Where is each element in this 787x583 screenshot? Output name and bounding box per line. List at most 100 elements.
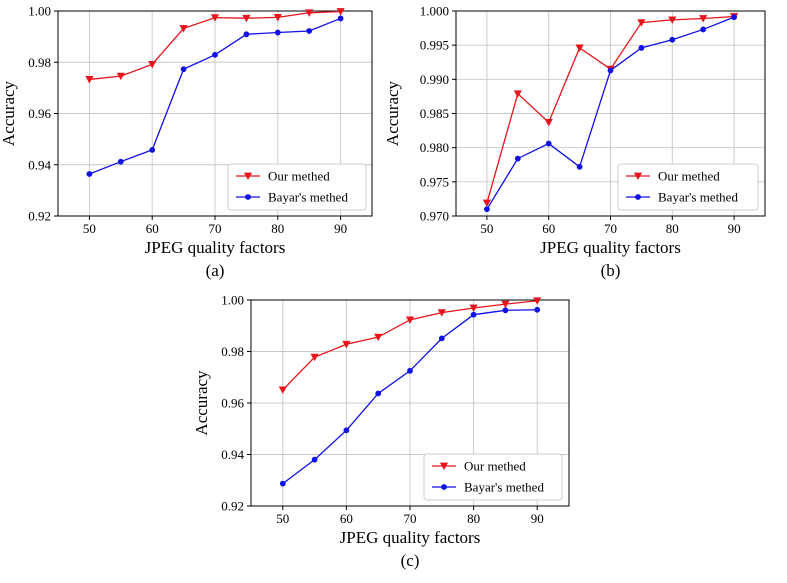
data-point (501, 300, 510, 309)
y-tick-label: 0.98 (28, 55, 51, 70)
x-tick-label: 50 (480, 221, 493, 236)
x-tick-label: 60 (146, 221, 159, 236)
data-point (343, 427, 350, 434)
legend-marker (439, 462, 449, 471)
legend-marker (635, 194, 641, 200)
y-tick-label: 0.94 (28, 157, 51, 172)
x-tick-label: 70 (209, 221, 222, 236)
data-point (638, 45, 645, 51)
y-tick-label: 0.970 (420, 209, 449, 224)
data-point (407, 367, 413, 374)
data-point (575, 44, 584, 52)
x-tick-label: 70 (604, 221, 617, 236)
data-point (86, 171, 93, 177)
x-tick-label: 90 (728, 221, 741, 236)
y-tick-label: 1.000 (420, 4, 449, 19)
data-point (576, 163, 583, 170)
y-tick-label: 0.94 (221, 447, 244, 462)
y-tick-label: 0.985 (420, 106, 449, 121)
data-point (545, 140, 552, 147)
data-point (336, 8, 345, 16)
y-tick-label: 0.980 (420, 140, 449, 155)
data-point (342, 340, 351, 349)
data-point (278, 386, 287, 394)
y-axis-label: Accuracy (383, 80, 402, 146)
data-point (305, 9, 314, 17)
panel-label: (a) (206, 261, 225, 280)
series-bayars-methed (483, 14, 737, 213)
data-point (274, 29, 281, 36)
legend-label: Our methed (464, 459, 526, 474)
x-tick-label: 50 (83, 221, 96, 236)
data-point (306, 28, 313, 34)
x-tick-label: 80 (666, 221, 679, 236)
y-tick-label: 0.995 (420, 38, 449, 53)
legend-label: Bayar's methed (268, 190, 348, 205)
legend-box (423, 453, 563, 501)
data-point (470, 311, 477, 318)
series-bayars-methed (86, 15, 344, 177)
legend-label: Our methed (268, 169, 330, 184)
data-point (731, 14, 737, 21)
data-point (469, 304, 478, 313)
data-point (637, 19, 646, 27)
x-tick-label: 50 (276, 511, 289, 526)
data-point (180, 66, 187, 73)
data-point (117, 158, 124, 165)
legend-box (617, 163, 759, 211)
data-point (310, 353, 319, 362)
data-point (544, 119, 553, 127)
x-axis-label: JPEG quality factors (145, 238, 286, 257)
data-point (607, 67, 614, 74)
y-tick-label: 0.98 (221, 344, 244, 359)
y-axis-label: Accuracy (192, 370, 211, 436)
x-tick-label: 60 (542, 221, 555, 236)
x-tick-label: 90 (531, 511, 544, 526)
data-point (513, 90, 522, 98)
legend-label: Our methed (658, 169, 720, 184)
y-axis-label: Accuracy (0, 80, 18, 146)
data-point (668, 16, 677, 24)
data-point (85, 76, 94, 84)
x-tick-label: 80 (467, 511, 480, 526)
chart-panel-a: 50 60 70 80 90 0.92 0.94 0.96 0.98 1.00 JPEG quali… (0, 4, 373, 280)
legend-marker (441, 484, 447, 490)
x-axis-label: JPEG quality factors (540, 238, 681, 257)
data-point (279, 480, 286, 487)
x-tick-label: 70 (404, 511, 417, 526)
data-point (212, 51, 218, 58)
data-point (374, 333, 383, 342)
data-point (242, 14, 251, 23)
x-tick-label: 60 (340, 511, 353, 526)
data-point (700, 26, 707, 33)
y-tick-label: 0.96 (221, 396, 244, 411)
data-point (405, 316, 415, 324)
chart-panel-c: 50 60 70 80 90 0.92 0.94 0.96 0.98 1.00 JPEG quali… (192, 293, 570, 570)
data-point (210, 14, 220, 22)
data-point (514, 155, 521, 162)
data-point (502, 307, 509, 314)
data-point (438, 335, 445, 342)
legend-marker (633, 172, 643, 181)
data-point (534, 306, 541, 313)
data-point (482, 199, 492, 208)
data-point (273, 14, 282, 22)
data-point (375, 390, 382, 397)
data-point (243, 31, 250, 38)
y-tick-label: 0.92 (28, 209, 51, 224)
legend: Our methed Bayar's methed (423, 453, 563, 501)
y-tick-label: 0.96 (28, 106, 51, 121)
x-tick-label: 80 (271, 221, 284, 236)
chart-panel-b: 50 60 70 80 90 0.970 0.975 0.980 0.985 0.990 0.995… (383, 4, 766, 280)
panel-label: (c) (401, 551, 420, 570)
data-point (311, 456, 318, 463)
legend-marker (243, 172, 253, 181)
series-bayars-methed (279, 306, 541, 487)
legend-label: Bayar's methed (658, 190, 738, 205)
legend-marker (245, 194, 251, 200)
data-point (437, 309, 446, 317)
data-point (699, 15, 708, 23)
legend: Our methed Bayar's methed (617, 163, 759, 211)
data-point (179, 25, 188, 33)
